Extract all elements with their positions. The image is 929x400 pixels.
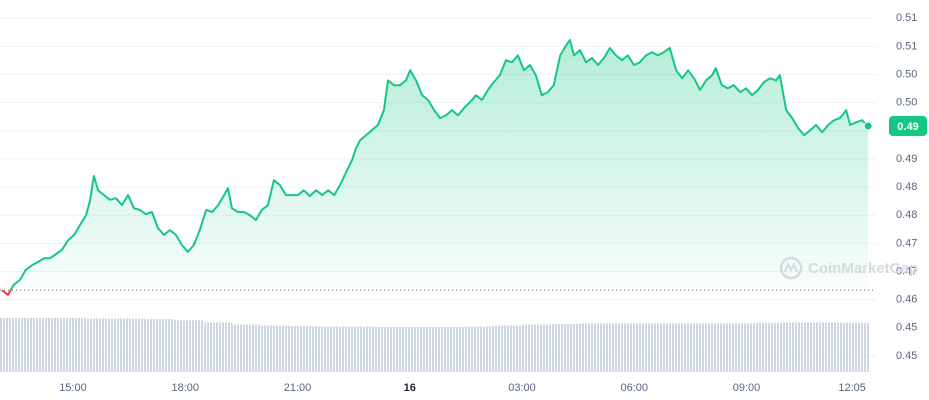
volume-bar — [58, 318, 87, 372]
x-tick-label: 15:00 — [59, 382, 87, 394]
volume-bar — [841, 322, 870, 372]
volume-bar — [174, 320, 203, 372]
y-tick-label: 0.46 — [896, 294, 917, 306]
volume-bar — [377, 327, 406, 372]
y-tick-label: 0.50 — [896, 68, 917, 80]
volume-bar — [754, 322, 783, 372]
volume-bar — [348, 326, 377, 372]
volume-bar — [696, 323, 725, 372]
x-tick-label: 18:00 — [171, 382, 199, 394]
y-tick-label: 0.45 — [896, 322, 917, 334]
volume-bar — [551, 323, 580, 372]
x-tick-label: 12:05 — [838, 382, 866, 394]
volume-bar — [609, 323, 638, 372]
volume-bar — [145, 319, 174, 372]
last-price-badge — [889, 116, 927, 137]
y-tick-label: 0.47 — [896, 237, 917, 249]
watermark: CoinMarketCap — [808, 260, 918, 277]
volume-bar — [290, 326, 319, 372]
price — [0, 39, 876, 296]
price-line — [1, 39, 869, 291]
y-tick-label: 0.47 — [896, 265, 917, 277]
volume-bar — [435, 327, 464, 372]
watermark-logo-mark — [784, 261, 798, 273]
volume-bar — [406, 327, 435, 372]
volume-bar — [0, 318, 29, 372]
volume-bar — [783, 322, 812, 372]
last-price-label: 0.49 — [897, 121, 918, 133]
y-tick-label: 0.51 — [896, 40, 917, 52]
volume-bar — [203, 322, 232, 372]
x-tick-label: 03:00 — [508, 382, 536, 394]
x-tick-label: 21:00 — [284, 382, 312, 394]
volume-bar — [261, 325, 290, 372]
volume — [0, 318, 870, 372]
volume-bar — [493, 325, 522, 372]
volume-bar — [232, 324, 261, 372]
x-tick-label: 09:00 — [733, 382, 761, 394]
volume-bar — [464, 326, 493, 372]
y-tick-label: 0.45 — [896, 350, 917, 362]
volume-bar — [87, 318, 116, 372]
volume-bar — [580, 323, 609, 372]
volume-bar — [522, 324, 551, 372]
volume-bar — [319, 326, 348, 372]
y-tick-label: 0.50 — [896, 97, 917, 109]
axes: 0.51 0.51 0.50 0.50 0.49 0.49 0.48 0.48 0.47 0.47… — [59, 12, 927, 394]
volume-bar — [638, 323, 667, 372]
price-area — [1, 40, 869, 295]
volume-bar — [812, 322, 841, 372]
y-tick-label: 0.49 — [896, 153, 917, 165]
watermark-group: CoinMarketCap — [779, 256, 918, 280]
y-tick-label: 0.51 — [896, 12, 917, 24]
volume-bar — [667, 323, 696, 372]
volume-bar — [725, 323, 754, 372]
y-tick-label: 0.48 — [896, 181, 917, 193]
x-tick-label: 16 — [404, 382, 416, 394]
y-tick-label: 0.48 — [896, 209, 917, 221]
volume-bar — [116, 318, 145, 372]
watermark-logo — [779, 256, 803, 280]
volume-bar — [29, 318, 58, 372]
x-tick-label: 06:00 — [620, 382, 648, 394]
last-price-dot — [863, 121, 873, 131]
